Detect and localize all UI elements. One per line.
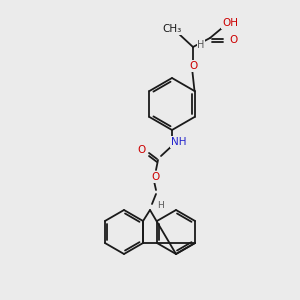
Text: O: O bbox=[229, 35, 237, 45]
Text: CH₃: CH₃ bbox=[162, 24, 182, 34]
Text: O: O bbox=[190, 61, 198, 71]
Text: OH: OH bbox=[222, 18, 238, 28]
Text: NH: NH bbox=[171, 137, 187, 147]
Text: H: H bbox=[197, 40, 205, 50]
Text: O: O bbox=[137, 145, 145, 155]
Text: H: H bbox=[157, 202, 164, 211]
Text: O: O bbox=[151, 172, 159, 182]
